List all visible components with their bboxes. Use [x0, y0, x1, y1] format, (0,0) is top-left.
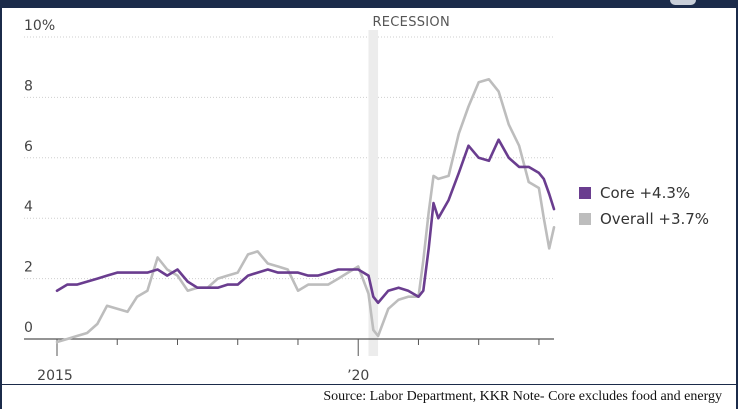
- x-tick-label: 2015: [37, 368, 73, 384]
- header-band: [2, 0, 738, 8]
- series-line-overall: [55, 78, 556, 344]
- y-tick-label: 2: [24, 260, 33, 276]
- header-tab: [670, 0, 696, 5]
- grid-layer: [24, 36, 554, 280]
- recession-label: RECESSION: [372, 15, 450, 30]
- legend: Core +4.3% Overall +3.7%: [579, 184, 709, 228]
- source-note: Source: Labor Department, KKR Note- Core…: [2, 384, 738, 409]
- legend-swatch: [579, 213, 591, 225]
- x-tick-label: ’20: [347, 368, 369, 384]
- recession-layer: RECESSION: [368, 15, 450, 356]
- y-tick-label: 6: [24, 139, 33, 155]
- series-layer: [55, 78, 556, 344]
- legend-label: Core +4.3%: [600, 184, 690, 202]
- axis-layer: 10% 8 6 4 2 0 2015 ’20: [24, 18, 554, 384]
- y-tick-label: 8: [24, 78, 33, 94]
- y-tick-label: 0: [24, 320, 33, 336]
- cpi-line-chart: RECESSION 10% 8 6 4 2 0 2015 ’20 Core +4.3% Over…: [24, 15, 709, 384]
- recession-band: [368, 30, 379, 356]
- y-tick-label: 4: [24, 199, 33, 215]
- legend-swatch: [579, 187, 591, 199]
- series-line-core: [55, 138, 556, 305]
- legend-label: Overall +3.7%: [600, 210, 709, 228]
- y-tick-label: 10%: [24, 18, 55, 34]
